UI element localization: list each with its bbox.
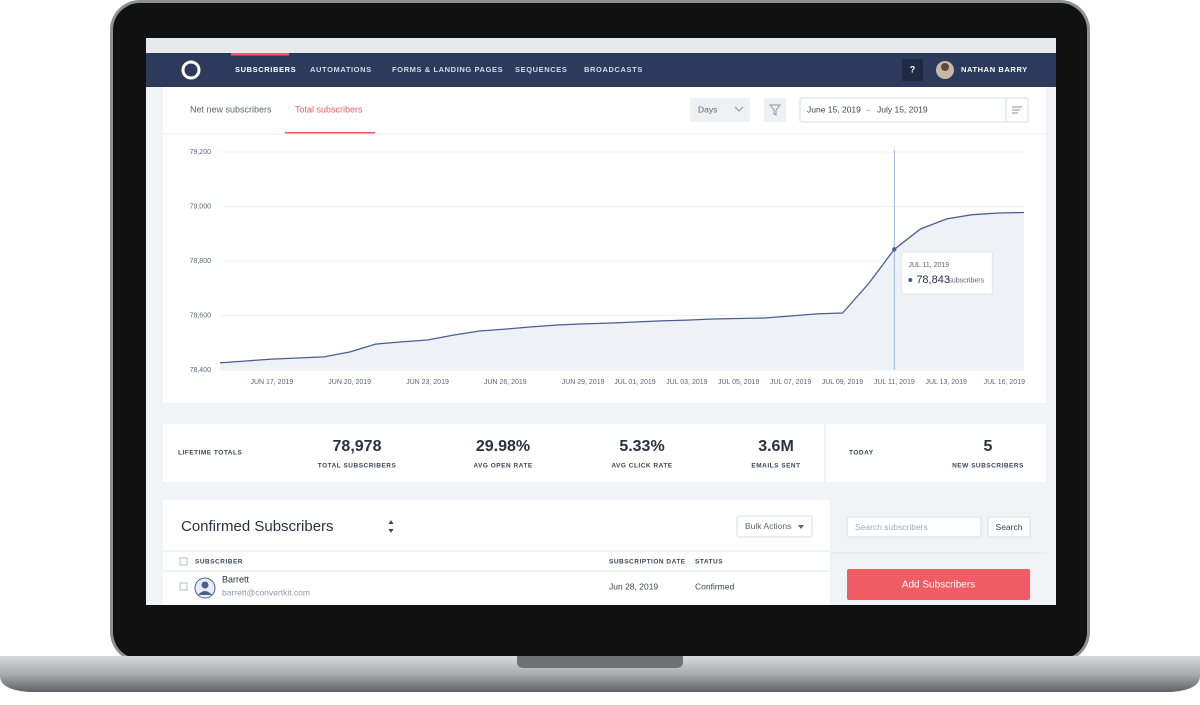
y-tick-label: 79,000 [190, 203, 212, 210]
search-button[interactable] [987, 516, 1031, 538]
subscription-date: Jun 28, 2019 [609, 581, 658, 591]
nav-item[interactable]: AUTOMATIONS [310, 65, 372, 74]
x-tick-label: JUL 13, 2019 [925, 379, 966, 386]
caret [798, 525, 804, 529]
nav-item[interactable]: FORMS & LANDING PAGES [392, 65, 503, 74]
x-tick-label: JUL 09, 2019 [822, 379, 863, 386]
line [219, 211, 1025, 364]
screen-bottom [146, 605, 1056, 628]
sort-icon[interactable] [388, 520, 394, 533]
tab-underline [285, 132, 375, 134]
add-button-label: Add Subscribers [902, 580, 975, 591]
point [892, 247, 897, 252]
stats-card [163, 424, 1046, 482]
nav-item[interactable]: SUBSCRIBERS [235, 65, 296, 74]
date-to: July 15, 2019 [877, 104, 928, 114]
interval-select[interactable] [690, 98, 750, 122]
list-title: Confirmed Subscribers [181, 518, 334, 535]
stat-value: 5.33% [619, 438, 664, 455]
x-tick-label: JUL 11, 2019 [874, 379, 915, 386]
today-label: TODAY [849, 450, 874, 457]
x-tick-label: JUN 20, 2019 [328, 379, 371, 386]
x-tick-label: JUL 07, 2019 [770, 379, 811, 386]
laptop-base [0, 656, 1200, 692]
x-tick-label: JUN 26, 2019 [484, 379, 527, 386]
x-tick-label: JUL 05, 2019 [718, 379, 759, 386]
avatar-head [201, 581, 209, 589]
chart: 78,400 78,600 78,800 79,000 79,200 JUN 17, 20… [190, 149, 1026, 386]
avatar-head [941, 63, 949, 71]
subscriber-name[interactable]: Barrett [222, 574, 250, 584]
x-tick-label: JUL 03, 2019 [666, 379, 707, 386]
today-caption: NEW SUBSCRIBERS [952, 463, 1024, 470]
tooltip-unit: subscribers [948, 277, 984, 284]
y-tick-label: 79,200 [190, 149, 212, 156]
help-label: ? [910, 64, 916, 74]
column-header: STATUS [695, 559, 723, 566]
column-header: SUBSCRIPTION DATE [609, 559, 686, 566]
date-separator: – [866, 104, 871, 114]
help-button[interactable] [902, 59, 923, 81]
stat-caption: AVG CLICK RATE [611, 463, 672, 470]
y-tick-label: 78,800 [190, 258, 212, 265]
x-tick-label: JUL 01, 2019 [614, 379, 655, 386]
search-input[interactable] [846, 516, 982, 538]
x-tick-label: JUN 23, 2019 [406, 379, 449, 386]
area [220, 212, 1024, 370]
chevron [734, 106, 744, 112]
stat-value: 78,978 [333, 438, 382, 455]
bulk-actions[interactable] [736, 515, 813, 538]
x-tick-label: JUL 16, 2019 [984, 379, 1025, 386]
stat-caption: TOTAL SUBSCRIBERS [318, 463, 397, 470]
nav-item[interactable]: SEQUENCES [515, 65, 568, 74]
tooltip [900, 251, 993, 295]
bulk-actions-label: Bulk Actions [745, 521, 791, 531]
tab[interactable]: Net new subscribers [190, 104, 272, 114]
stat-value: 3.6M [758, 438, 794, 455]
nav-item[interactable]: BROADCASTS [584, 65, 643, 74]
tooltip-dot [908, 278, 913, 282]
user-name[interactable]: NATHAN BARRY [961, 65, 1028, 74]
column-header: SUBSCRIBER [195, 559, 243, 566]
active-indicator [231, 53, 289, 56]
tooltip-date: JUL 11, 2019 [908, 262, 949, 269]
y-tick-label: 78,600 [190, 312, 212, 319]
tab-active[interactable]: Total subscribers [295, 104, 363, 114]
x-tick-label: JUN 17, 2019 [250, 379, 293, 386]
filter-icon [768, 104, 782, 116]
avatar-body [198, 591, 212, 595]
search-button-label: Search [996, 522, 1023, 532]
checkbox[interactable] [179, 582, 188, 591]
notch [517, 656, 683, 668]
stat-value: 29.98% [476, 438, 530, 455]
stat-caption: AVG OPEN RATE [473, 463, 533, 470]
browser-bar [146, 38, 1056, 53]
status: Confirmed [695, 581, 734, 591]
stat-caption: EMAILS SENT [751, 463, 800, 470]
subscribers-card [163, 500, 830, 605]
stats-label: LIFETIME TOTALS [178, 450, 242, 457]
interval-label: Days [698, 104, 717, 114]
date-from: June 15, 2019 [807, 104, 861, 114]
tooltip-value: 78,843 [916, 274, 950, 286]
y-tick-label: 78,400 [190, 367, 212, 374]
filter-button[interactable] [764, 98, 786, 122]
add-button[interactable] [847, 569, 1030, 600]
logo[interactable] [181, 60, 201, 80]
checkbox[interactable] [179, 557, 188, 566]
search-placeholder: Search subscribers [855, 522, 928, 532]
x-tick-label: JUN 29, 2019 [562, 379, 605, 386]
today-value: 5 [984, 438, 993, 455]
subscriber-email: barrett@convertkit.com [222, 587, 310, 597]
date-range[interactable] [799, 97, 1029, 123]
menu-icon [1012, 106, 1022, 114]
